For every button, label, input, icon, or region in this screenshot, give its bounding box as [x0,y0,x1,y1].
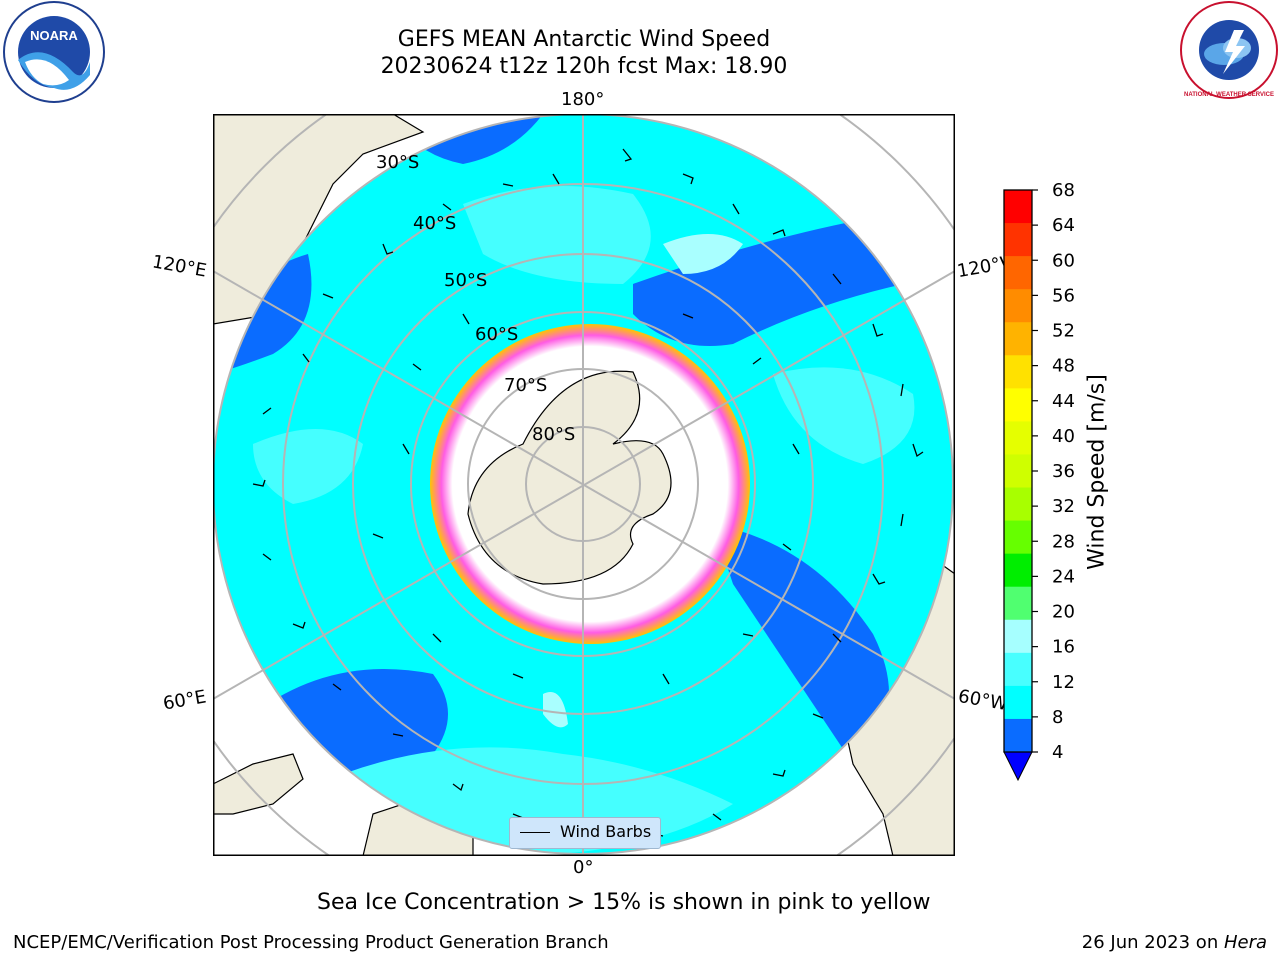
wind-barb-legend-label: Wind Barbs [560,822,652,841]
colorbar-band [1004,322,1032,356]
nws-logo-text: NATIONAL WEATHER SERVICE [1184,92,1274,98]
colorbar-extend-arrow [1003,751,1033,782]
colorbar-band [1004,487,1032,522]
colorbar-tick-label: 36 [1052,461,1075,482]
lat-label-80s: 80°S [532,424,576,445]
wind-barb-legend-line [520,832,550,834]
lat-label-50s: 50°S [444,270,488,291]
lon-label-120e: 120°E [150,251,209,282]
colorbar-label: Wind Speed [m/s] [1084,374,1110,570]
colorbar-tick-label: 48 [1052,356,1075,377]
colorbar-tick-label: 24 [1052,566,1075,587]
colorbar-band [1004,718,1032,753]
colorbar-ticks: 68 64 60 56 52 48 44 40 36 32 28 24 20 16 12 8 4 [1032,180,1075,763]
colorbar-tick-label: 16 [1052,637,1075,658]
colorbar-tick-label: 28 [1052,531,1075,552]
lat-label-30s: 30°S [376,152,420,173]
lon-label-180: 180° [561,89,605,110]
colorbar-tick-label: 60 [1052,250,1075,271]
noaa-logo: NOARA [3,1,105,103]
nws-logo: NATIONAL WEATHER SERVICE [1180,1,1278,99]
colorbar: 68 64 60 56 52 48 44 40 36 32 28 24 20 16 12 8 4 [1003,180,1075,782]
colorbar-band [1004,586,1032,621]
colorbar-band [1004,190,1032,224]
colorbar-tick-label: 68 [1052,180,1075,201]
colorbar-tick-label: 44 [1052,391,1075,412]
colorbar-band [1004,223,1032,257]
colorbar-tick-label: 20 [1052,602,1075,623]
footer-date: 26 Jun 2023 on [1081,932,1224,953]
graticule [213,114,955,856]
colorbar-tick-label: 40 [1052,426,1075,447]
footer-right: 26 Jun 2023 on Hera [1082,932,1267,953]
colorbar-tick-label: 64 [1052,215,1075,236]
lat-label-40s: 40°S [413,213,457,234]
colorbar-tick-label: 4 [1052,742,1063,763]
footer-host: Hera [1223,932,1267,953]
lon-label-0: 0° [573,857,594,878]
colorbar-band [1004,553,1032,588]
lat-label-70s: 70°S [504,375,548,396]
colorbar-tick-label: 32 [1052,496,1075,517]
colorbar-band [1004,355,1032,389]
colorbar-band [1004,421,1032,455]
noaa-logo-text: NOARA [30,28,78,43]
colorbar-bands [1004,190,1032,753]
colorbar-tick-label: 52 [1052,321,1075,342]
footer-left: NCEP/EMC/Verification Post Processing Pr… [13,932,609,953]
colorbar-band [1004,289,1032,323]
lat-label-60s: 60°S [475,324,519,345]
colorbar-band [1004,256,1032,290]
map-panel [213,114,955,856]
lon-label-60e: 60°E [161,686,208,715]
colorbar-band [1004,454,1032,489]
colorbar-tick-label: 8 [1052,707,1063,728]
colorbar-tick-label: 56 [1052,285,1075,306]
title-line-1: GEFS MEAN Antarctic Wind Speed [397,27,771,52]
sea-ice-note: Sea Ice Concentration > 15% is shown in … [317,890,931,915]
colorbar-tick-label: 12 [1052,672,1075,693]
colorbar-band [1004,619,1032,654]
colorbar-band [1004,520,1032,555]
colorbar-band [1004,685,1032,720]
wind-barb-legend: Wind Barbs [509,817,661,849]
title-line-2: 20230624 t12z 120h fcst Max: 18.90 [380,54,788,79]
colorbar-band [1004,388,1032,422]
colorbar-band [1004,652,1032,687]
